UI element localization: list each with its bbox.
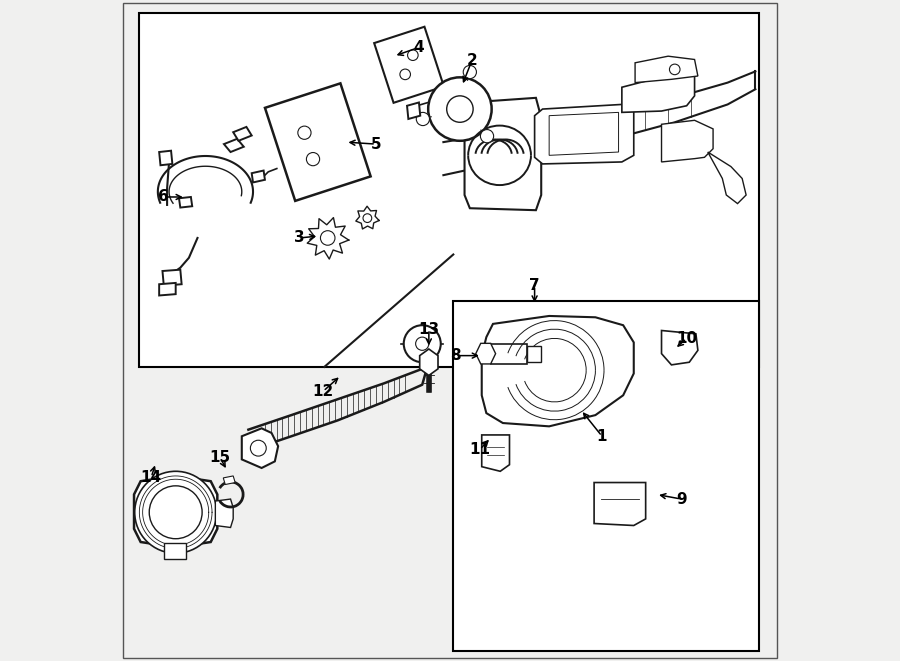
Circle shape [446,96,473,122]
Text: 4: 4 [413,40,424,55]
Polygon shape [134,476,217,547]
Polygon shape [594,483,645,525]
Polygon shape [163,270,182,286]
Text: 7: 7 [529,278,540,293]
Text: 9: 9 [676,492,687,506]
Polygon shape [233,127,252,141]
Circle shape [363,214,372,223]
Circle shape [670,64,680,75]
Polygon shape [482,316,634,426]
Circle shape [250,440,266,456]
Polygon shape [179,197,193,208]
Polygon shape [635,56,698,83]
Circle shape [481,130,493,143]
Polygon shape [476,343,496,364]
Text: 13: 13 [418,322,439,336]
Polygon shape [159,283,176,295]
Circle shape [320,231,335,245]
Circle shape [149,486,202,539]
Text: 11: 11 [469,442,491,457]
Text: 10: 10 [676,331,698,346]
Polygon shape [527,346,541,362]
Polygon shape [662,120,713,162]
Text: 1: 1 [597,429,608,444]
Polygon shape [549,112,618,155]
Polygon shape [491,344,527,364]
Text: 14: 14 [140,470,162,485]
Polygon shape [535,104,634,164]
Text: 5: 5 [371,137,382,151]
Circle shape [416,337,428,350]
Polygon shape [223,476,235,485]
Text: 3: 3 [294,231,304,245]
Polygon shape [252,171,265,182]
Polygon shape [140,13,760,367]
Circle shape [306,153,319,166]
Polygon shape [662,330,698,365]
Circle shape [400,69,410,80]
Polygon shape [622,73,695,112]
Text: 12: 12 [312,384,334,399]
Text: 8: 8 [450,348,461,363]
Polygon shape [464,98,541,210]
Circle shape [404,325,441,362]
Circle shape [417,112,429,126]
Polygon shape [159,151,173,165]
Circle shape [298,126,311,139]
Text: 15: 15 [210,450,230,465]
Circle shape [428,77,491,141]
Circle shape [464,65,476,79]
Polygon shape [407,102,420,119]
Polygon shape [482,435,509,471]
Text: 6: 6 [158,190,168,204]
Polygon shape [242,428,278,468]
Polygon shape [215,499,233,527]
Polygon shape [707,152,746,204]
Polygon shape [165,543,185,559]
Polygon shape [265,83,371,201]
Polygon shape [419,349,438,375]
Polygon shape [224,139,244,152]
Bar [454,301,760,651]
Polygon shape [374,26,444,103]
Text: 2: 2 [466,54,477,68]
Circle shape [408,50,418,60]
Circle shape [135,471,217,553]
